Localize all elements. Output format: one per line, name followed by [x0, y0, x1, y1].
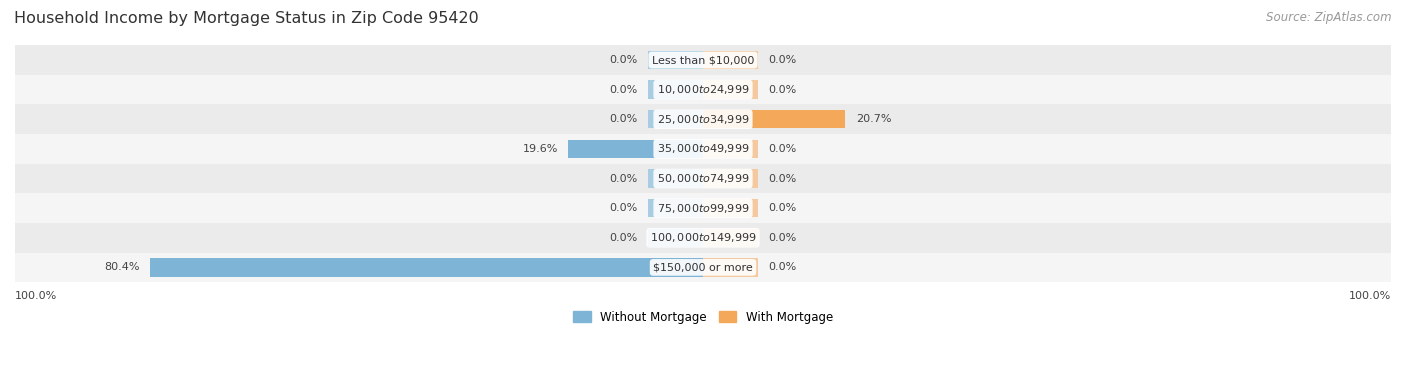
Bar	[703, 258, 758, 277]
Text: $35,000 to $49,999: $35,000 to $49,999	[657, 143, 749, 155]
Bar	[568, 140, 703, 158]
Text: 19.6%: 19.6%	[523, 144, 558, 154]
Bar	[15, 223, 1391, 253]
Text: 0.0%: 0.0%	[609, 85, 638, 94]
Text: $10,000 to $24,999: $10,000 to $24,999	[657, 83, 749, 96]
Text: 0.0%: 0.0%	[609, 233, 638, 243]
Text: 0.0%: 0.0%	[768, 203, 797, 213]
Bar	[703, 229, 758, 247]
Bar	[648, 199, 703, 217]
Bar	[15, 104, 1391, 134]
Bar	[703, 140, 758, 158]
Bar	[648, 169, 703, 188]
Text: Source: ZipAtlas.com: Source: ZipAtlas.com	[1267, 11, 1392, 24]
Text: 0.0%: 0.0%	[768, 144, 797, 154]
Bar	[703, 51, 758, 69]
Bar	[703, 81, 758, 99]
Bar	[648, 110, 703, 129]
Text: 0.0%: 0.0%	[768, 233, 797, 243]
Text: $25,000 to $34,999: $25,000 to $34,999	[657, 113, 749, 126]
Text: 0.0%: 0.0%	[609, 55, 638, 65]
Bar	[15, 253, 1391, 282]
Bar	[703, 110, 845, 129]
Bar	[648, 81, 703, 99]
Bar	[150, 258, 703, 277]
Text: 0.0%: 0.0%	[768, 85, 797, 94]
Text: 100.0%: 100.0%	[15, 291, 58, 301]
Text: Less than $10,000: Less than $10,000	[652, 55, 754, 65]
Text: 0.0%: 0.0%	[609, 203, 638, 213]
Bar	[648, 229, 703, 247]
Text: 0.0%: 0.0%	[768, 55, 797, 65]
Text: 0.0%: 0.0%	[768, 262, 797, 273]
Text: $100,000 to $149,999: $100,000 to $149,999	[650, 231, 756, 244]
Text: $50,000 to $74,999: $50,000 to $74,999	[657, 172, 749, 185]
Text: 80.4%: 80.4%	[104, 262, 139, 273]
Text: $150,000 or more: $150,000 or more	[654, 262, 752, 273]
Bar	[15, 134, 1391, 164]
Text: 0.0%: 0.0%	[609, 114, 638, 124]
Bar	[15, 75, 1391, 104]
Text: Household Income by Mortgage Status in Zip Code 95420: Household Income by Mortgage Status in Z…	[14, 11, 479, 26]
Bar	[703, 199, 758, 217]
Text: 0.0%: 0.0%	[768, 174, 797, 184]
Bar	[15, 164, 1391, 193]
Text: $75,000 to $99,999: $75,000 to $99,999	[657, 201, 749, 215]
Bar	[648, 51, 703, 69]
Bar	[15, 193, 1391, 223]
Bar	[703, 169, 758, 188]
Text: 20.7%: 20.7%	[856, 114, 891, 124]
Legend: Without Mortgage, With Mortgage: Without Mortgage, With Mortgage	[568, 306, 838, 328]
Text: 0.0%: 0.0%	[609, 174, 638, 184]
Bar	[15, 45, 1391, 75]
Text: 100.0%: 100.0%	[1348, 291, 1391, 301]
